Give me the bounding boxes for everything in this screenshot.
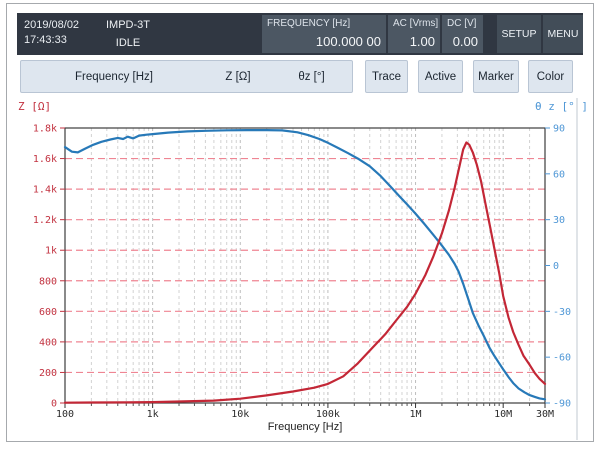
datetime: 2019/08/02 17:43:33 [24,18,79,48]
color-button[interactable]: Color [528,60,573,93]
z-axis-title: Z [Ω] [18,100,52,113]
ac-level-panel[interactable]: AC [Vrms] 1.00 [388,15,440,53]
param2-label: θz [°] [298,70,325,83]
tick-label: 60 [553,169,565,180]
tick-label: 1.2k [33,215,57,226]
tick-label: 1k [147,409,159,420]
right-axis-ticks [545,127,550,404]
theta_z-curve [63,129,547,401]
tick-label: -30 [553,307,571,318]
z-gridlines [65,157,545,374]
tick-label: 100k [316,409,340,420]
status-label: IDLE [115,37,141,49]
ac-value: 1.00 [409,34,435,49]
tick-label: -60 [553,353,571,364]
param1-label: Z [Ω] [225,70,251,83]
tick-label: 10k [231,409,249,420]
date-text: 2019/08/02 [24,19,80,31]
header-bar: 2019/08/02 17:43:33 IMPD-3T IDLE FREQUEN… [17,13,583,55]
frequency-panel[interactable]: FREQUENCY [Hz] 100.000 00 [262,15,386,53]
frequency-label: FREQUENCY [Hz] [267,18,351,29]
tick-label: 600 [39,307,57,318]
plot-frame [64,127,546,404]
ac-label: AC [Vrms] [393,18,439,29]
panel-divider [576,98,578,440]
tick-label: 30 [553,215,565,226]
Z-curve [63,141,547,404]
menu-button[interactable]: MENU [543,15,583,53]
tick-label: 10M [494,409,512,420]
trace-params-bar: Frequency [Hz] Z [Ω] θz [°] [20,60,353,93]
tick-label: 400 [39,337,57,348]
tick-label: 0 [51,399,57,410]
mode-block: IMPD-3T IDLE [85,17,171,51]
tick-label: 1.8k [33,124,57,135]
tick-label: 1.4k [33,185,57,196]
x-gridlines [90,128,531,403]
marker-button[interactable]: Marker [473,60,519,93]
tick-label: 100 [56,409,74,420]
time-text: 17:43:33 [24,34,67,46]
dc-bias-panel[interactable]: DC [V] 0.00 [442,15,483,53]
tick-label: 800 [39,276,57,287]
active-button[interactable]: Active [418,60,463,93]
tick-label: 90 [553,124,565,135]
tick-label: 200 [39,368,57,379]
x-axis-label: Frequency [Hz] [268,421,343,433]
tick-label: 1M [410,409,422,420]
setup-button[interactable]: SETUP [497,15,541,53]
mode-label: IMPD-3T [106,19,150,31]
frequency-value: 100.000 00 [315,34,381,49]
sweep-param-label: Frequency [Hz] [75,70,153,83]
tick-label: -90 [553,399,571,410]
tick-label: 1.6k [33,154,57,165]
tick-label: 30M [536,409,554,420]
trace-button[interactable]: Trace [365,60,408,93]
theta-axis-title: θ z [° ] [535,100,588,113]
tick-label: 1k [45,246,57,257]
left-axis-ticks [60,127,65,404]
tick-label: 0 [553,261,559,272]
dc-value: 0.00 [452,34,478,49]
x-axis-ticks [64,403,546,408]
dc-label: DC [V] [447,18,477,29]
